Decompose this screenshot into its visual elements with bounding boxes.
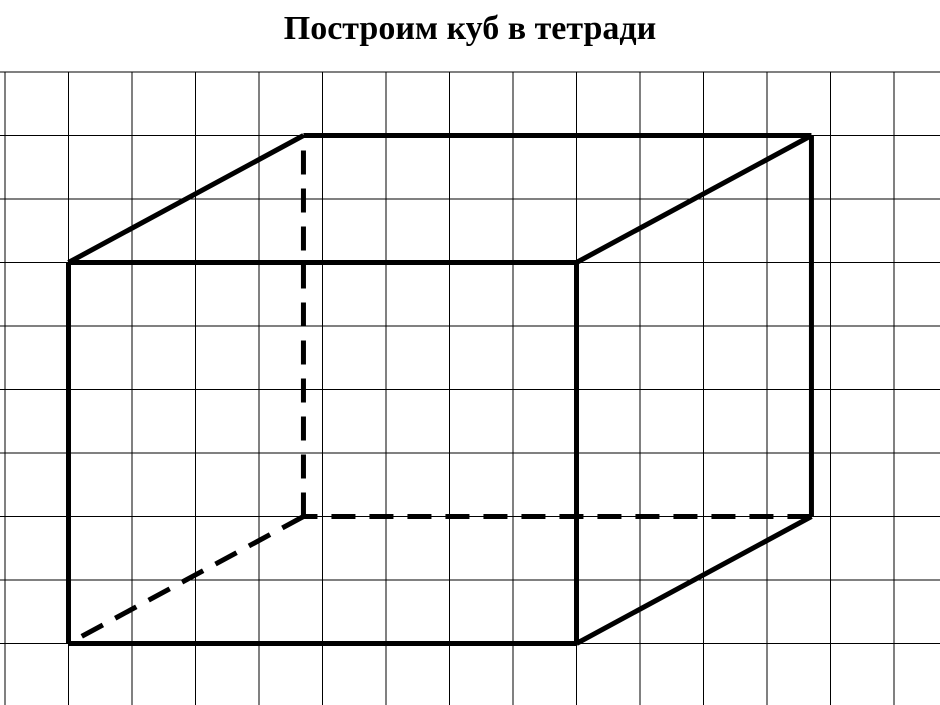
grid-group: [0, 72, 940, 705]
diagram-stage: [0, 0, 940, 705]
